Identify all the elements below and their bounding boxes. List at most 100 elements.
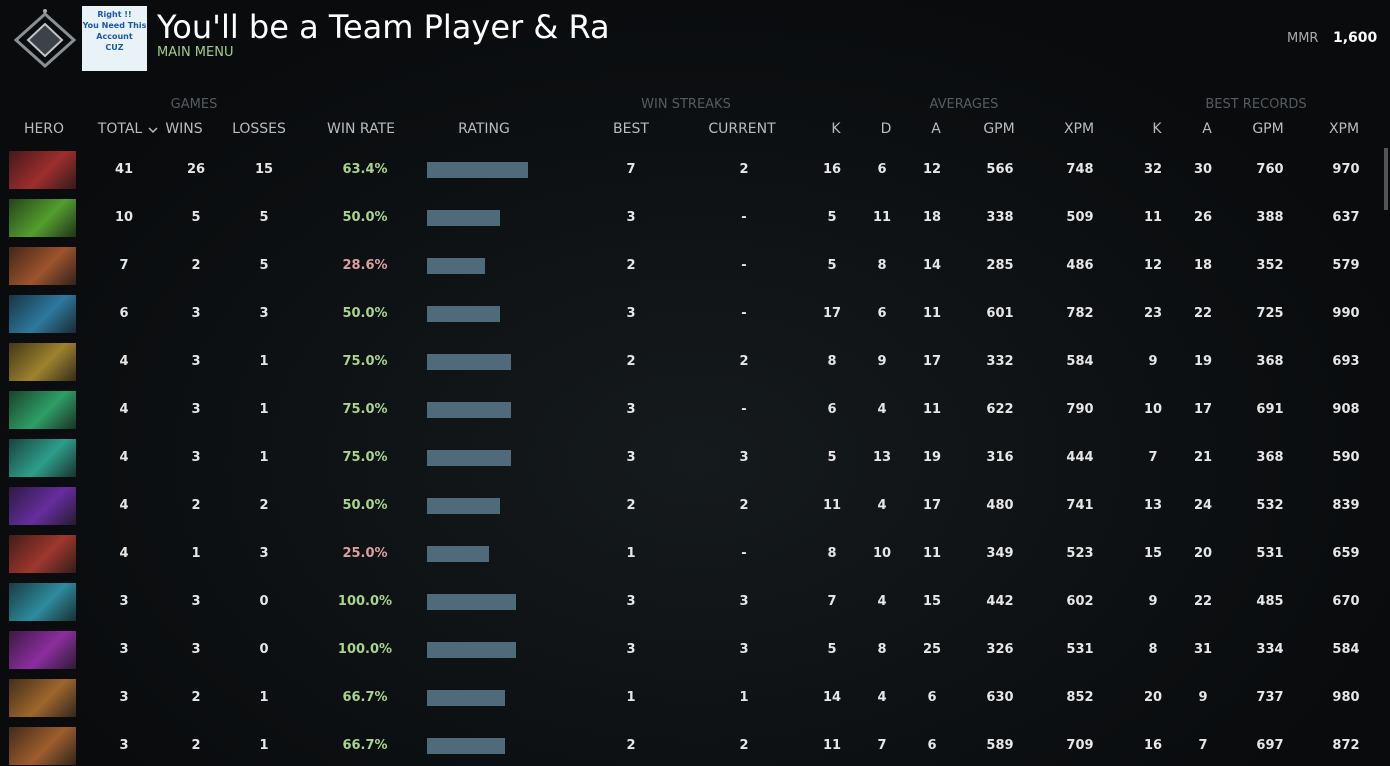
stat-cell: 8 (877, 258, 887, 273)
stat-cell: 908 (1332, 402, 1360, 417)
stat-cell: - (741, 210, 747, 225)
hero-icon[interactable] (9, 487, 76, 525)
stat-cell: 637 (1332, 210, 1360, 225)
hero-icon[interactable] (9, 295, 76, 333)
hero-icon[interactable] (9, 583, 76, 621)
column-header[interactable]: TOTAL (97, 121, 143, 137)
stat-cell: 388 (1256, 210, 1284, 225)
stat-cell: 741 (1066, 498, 1094, 513)
column-header[interactable]: D (880, 121, 892, 137)
avatar-text: Account (96, 32, 133, 41)
page-title: You'll be a Team Player & Ran (157, 8, 607, 46)
stat-cell: 11 (922, 546, 942, 561)
stat-cell: 2 (739, 738, 749, 753)
rating-bar (427, 642, 516, 658)
stat-cell: 990 (1332, 306, 1360, 321)
column-header[interactable]: CURRENT (708, 121, 776, 137)
scrollbar[interactable] (1384, 148, 1388, 210)
stat-cell: 2 (259, 498, 269, 513)
stat-cell: 12 (922, 162, 942, 177)
hero-icon[interactable] (9, 199, 76, 237)
column-header[interactable]: RATING (458, 121, 510, 137)
stat-cell: 7 (119, 258, 129, 273)
stat-cell: 11 (822, 738, 842, 753)
stat-cell: 523 (1066, 546, 1094, 561)
win-rate: 75.0% (342, 402, 388, 417)
win-rate: 50.0% (342, 498, 388, 513)
hero-icon[interactable] (9, 679, 76, 717)
column-header: HERO (23, 121, 65, 137)
hero-icon[interactable] (9, 631, 76, 669)
column-header[interactable]: K (831, 121, 841, 137)
column-header[interactable]: WIN RATE (327, 121, 395, 137)
avatar[interactable]: Right !! You Need This Account CUZ (82, 6, 147, 71)
stat-cell: 3 (191, 594, 201, 609)
column-header[interactable]: GPM (983, 121, 1015, 137)
hero-icon[interactable] (9, 727, 76, 765)
column-group: AVERAGES (929, 97, 999, 112)
hero-icon[interactable] (9, 391, 76, 429)
stat-cell: 7 (827, 594, 837, 609)
stat-cell: 486 (1066, 258, 1094, 273)
stat-cell: 9 (1148, 354, 1158, 369)
stat-cell: 26 (186, 162, 206, 177)
breadcrumb[interactable]: MAIN MENU (157, 45, 234, 60)
stat-cell: 485 (1256, 594, 1284, 609)
column-header[interactable]: K (1152, 121, 1162, 137)
stat-cell: 3 (626, 210, 636, 225)
stat-cell: 15 (922, 594, 942, 609)
stat-cell: 2 (626, 354, 636, 369)
column-header[interactable]: WINS (165, 121, 203, 137)
hero-icon[interactable] (9, 151, 76, 189)
stat-cell: 0 (259, 642, 269, 657)
column-header[interactable]: GPM (1252, 121, 1284, 137)
column-header[interactable]: XPM (1063, 121, 1095, 137)
rating-bar (427, 450, 511, 466)
column-group: GAMES (170, 97, 218, 112)
stat-cell: 622 (986, 402, 1014, 417)
stat-cell: 3 (626, 642, 636, 657)
win-rate: 50.0% (342, 306, 388, 321)
stat-cell: 4 (119, 450, 129, 465)
stat-cell: 1 (259, 450, 269, 465)
column-header[interactable]: LOSSES (232, 121, 286, 137)
stat-cell: 18 (1193, 258, 1213, 273)
stat-cell: 872 (1332, 738, 1360, 753)
stat-cell: 697 (1256, 738, 1284, 753)
stat-cell: 980 (1332, 690, 1360, 705)
mmr-value: 1,600 (1333, 30, 1378, 46)
stat-cell: 2 (626, 498, 636, 513)
stat-cell: 590 (1332, 450, 1360, 465)
stat-cell: 10 (1143, 402, 1163, 417)
stat-cell: 1 (626, 690, 636, 705)
hero-icon[interactable] (9, 343, 76, 381)
stat-cell: 15 (254, 162, 274, 177)
stat-cell: 15 (1143, 546, 1163, 561)
win-rate: 66.7% (342, 738, 388, 753)
stat-cell: 8 (827, 354, 837, 369)
hero-icon[interactable] (9, 535, 76, 573)
column-header[interactable]: BEST (613, 121, 649, 137)
stat-cell: 7 (877, 738, 887, 753)
stat-cell: 1 (259, 354, 269, 369)
column-header[interactable]: A (931, 121, 941, 137)
win-rate: 66.7% (342, 690, 388, 705)
column-header[interactable]: XPM (1328, 121, 1360, 137)
stat-cell: 3 (626, 450, 636, 465)
stat-cell: 41 (114, 162, 134, 177)
rating-bar (427, 546, 489, 562)
stat-cell: 17 (922, 498, 942, 513)
stat-cell: 1 (259, 738, 269, 753)
stat-cell: 332 (986, 354, 1014, 369)
stat-cell: 601 (986, 306, 1014, 321)
stat-cell: 3 (626, 594, 636, 609)
stat-cell: 691 (1256, 402, 1284, 417)
hero-icon[interactable] (9, 247, 76, 285)
column-header[interactable]: A (1202, 121, 1212, 137)
stat-cell: 20 (1193, 546, 1213, 561)
rating-bar (427, 210, 500, 226)
stat-cell: - (741, 306, 747, 321)
stat-cell: 970 (1332, 162, 1360, 177)
stat-cell: 4 (877, 594, 887, 609)
hero-icon[interactable] (9, 439, 76, 477)
